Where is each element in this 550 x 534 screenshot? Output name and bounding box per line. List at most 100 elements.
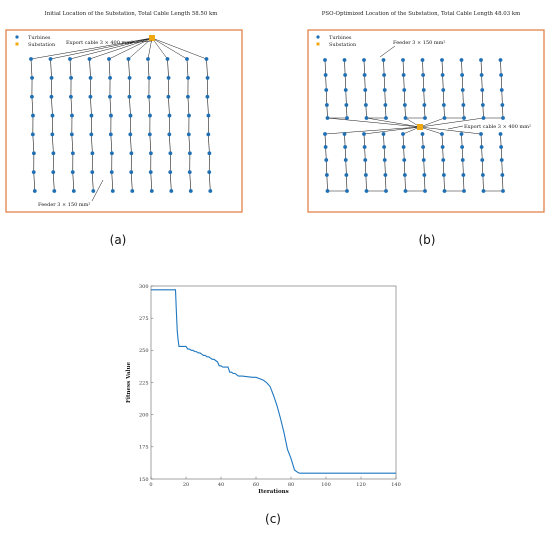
turbine-point — [462, 116, 466, 120]
legend-substation-label: Substation — [329, 42, 357, 48]
turbine-point — [70, 170, 75, 175]
turbine-point — [480, 173, 485, 177]
feeder-string — [186, 58, 192, 192]
export-cable-line — [419, 126, 482, 135]
turbine-point — [343, 158, 348, 162]
legend-turbine-marker — [316, 35, 320, 39]
turbine-point — [109, 170, 114, 175]
export-cable-line — [419, 117, 484, 128]
turbine-point — [108, 94, 112, 99]
turbine-point — [498, 132, 503, 136]
turbine-point — [31, 113, 35, 118]
turbine-point — [323, 73, 328, 77]
export-cable-line — [30, 37, 153, 60]
turbine-point — [421, 145, 426, 149]
export-cable-line — [324, 126, 421, 135]
turbine-point — [501, 116, 505, 120]
export-cable-line — [151, 37, 188, 60]
turbine-point — [460, 145, 465, 149]
turbine-point — [324, 158, 329, 162]
x-tick-label: 60 — [253, 482, 259, 488]
turbine-point — [401, 145, 406, 149]
turbine-point — [90, 170, 95, 175]
turbine-point — [364, 189, 369, 193]
legend-substation-label: Substation — [28, 42, 56, 48]
turbine-point — [70, 151, 75, 156]
turbine-point — [479, 132, 483, 136]
turbine-point — [87, 57, 92, 61]
export-cable-line — [89, 37, 153, 60]
turbine-point — [323, 132, 327, 136]
turbine-point — [440, 132, 444, 136]
export-cable-line — [419, 126, 443, 135]
turbine-point — [362, 132, 366, 136]
turbine-point — [363, 88, 368, 92]
turbine-point — [422, 103, 427, 107]
panel-b-frame — [307, 29, 545, 213]
turbine-point — [146, 57, 150, 61]
export-cable-line — [69, 37, 153, 60]
panel-a-legend: Turbines Substation — [15, 35, 56, 48]
turbine-point — [208, 189, 213, 193]
turbine-point — [69, 132, 74, 137]
feeder-loop — [402, 59, 426, 119]
turbine-point — [343, 88, 348, 92]
y-tick-label: 300 — [139, 284, 149, 290]
turbine-point — [342, 58, 347, 62]
turbine-point — [70, 113, 74, 118]
y-tick-label: 225 — [139, 380, 149, 386]
turbine-point — [382, 73, 387, 77]
turbine-point — [185, 57, 189, 61]
turbine-point — [126, 57, 131, 61]
x-tick-label: 120 — [356, 482, 366, 488]
turbine-point — [459, 132, 464, 136]
turbine-point — [460, 88, 465, 92]
turbine-point — [381, 58, 386, 62]
turbine-point — [423, 189, 427, 193]
turbine-point — [384, 116, 388, 120]
panel-a-turbines — [29, 57, 213, 193]
turbine-point — [383, 173, 388, 177]
turbine-point — [363, 173, 368, 177]
turbine-point — [130, 189, 135, 193]
turbine-point — [441, 173, 446, 177]
export-cable-line — [419, 117, 445, 128]
turbine-point — [441, 158, 446, 162]
turbine-point — [128, 113, 133, 118]
x-tick-label: 100 — [321, 482, 331, 488]
turbine-point — [364, 116, 369, 120]
turbine-point — [49, 94, 54, 99]
turbine-point — [441, 88, 446, 92]
panel-a-label: (a) — [110, 233, 127, 247]
panel-a-export-cable-label: Export cable 3 × 400 mm² — [66, 40, 133, 46]
turbine-point — [71, 189, 76, 193]
turbine-point — [500, 103, 505, 107]
turbine-point — [343, 145, 348, 149]
export-cable-line — [147, 37, 153, 60]
turbine-point — [324, 88, 329, 92]
feeder-string — [108, 58, 114, 192]
turbine-point — [90, 151, 95, 156]
turbine-point — [343, 73, 348, 77]
y-tick-label: 250 — [139, 348, 149, 354]
feeder-loop — [480, 133, 504, 192]
turbine-point — [91, 189, 96, 193]
turbine-point — [31, 170, 36, 175]
turbine-point — [188, 189, 193, 193]
feeder-loop — [402, 133, 426, 192]
turbine-point — [402, 103, 407, 107]
turbine-point — [460, 158, 465, 162]
turbine-point — [481, 116, 486, 120]
feeder-string — [206, 58, 211, 192]
turbine-point — [363, 158, 368, 162]
turbine-point — [186, 75, 190, 80]
panel-a-frame — [5, 29, 243, 213]
turbine-point — [127, 75, 132, 80]
feeder-loop — [363, 59, 387, 119]
turbine-point — [148, 151, 153, 156]
turbine-point — [442, 189, 447, 193]
turbine-point — [440, 145, 445, 149]
turbine-point — [50, 113, 55, 118]
turbine-point — [207, 151, 212, 156]
turbine-point — [403, 189, 408, 193]
